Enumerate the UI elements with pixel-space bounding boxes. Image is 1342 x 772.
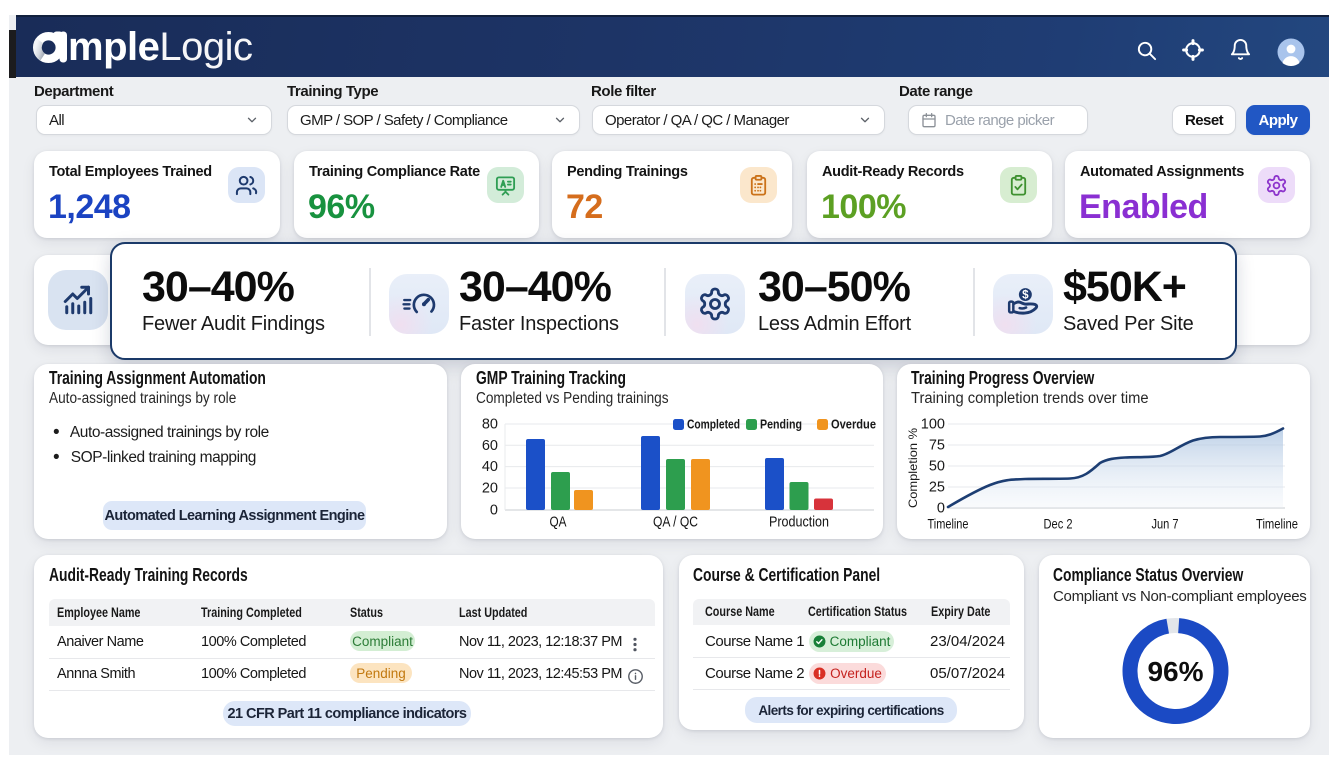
svg-text:75: 75 bbox=[929, 438, 945, 454]
svg-text:QA: QA bbox=[550, 515, 567, 531]
svg-text:Timeline: Timeline bbox=[928, 516, 969, 532]
svg-text:Overdue: Overdue bbox=[831, 417, 876, 432]
svg-text:$: $ bbox=[1022, 290, 1029, 302]
svg-text:80: 80 bbox=[482, 417, 498, 433]
svg-text:100: 100 bbox=[921, 417, 945, 433]
svg-text:0: 0 bbox=[937, 501, 945, 517]
svg-text:50: 50 bbox=[929, 459, 945, 475]
svg-text:Timeline: Timeline bbox=[1256, 516, 1298, 532]
svg-text:60: 60 bbox=[482, 438, 498, 454]
svg-text:Production: Production bbox=[769, 515, 829, 531]
svg-text:Completed: Completed bbox=[687, 417, 740, 432]
svg-text:40: 40 bbox=[482, 459, 498, 475]
svg-text:Pending: Pending bbox=[760, 417, 802, 432]
svg-text:QA / QC: QA / QC bbox=[653, 515, 698, 531]
svg-text:0: 0 bbox=[490, 503, 498, 519]
svg-text:Jun 7: Jun 7 bbox=[1152, 516, 1179, 532]
svg-text:96%: 96% bbox=[1147, 656, 1203, 687]
svg-text:25: 25 bbox=[929, 480, 945, 496]
svg-text:20: 20 bbox=[482, 481, 498, 497]
svg-text:Dec 2: Dec 2 bbox=[1044, 516, 1073, 532]
svg-text:Completion %: Completion % bbox=[906, 428, 920, 508]
